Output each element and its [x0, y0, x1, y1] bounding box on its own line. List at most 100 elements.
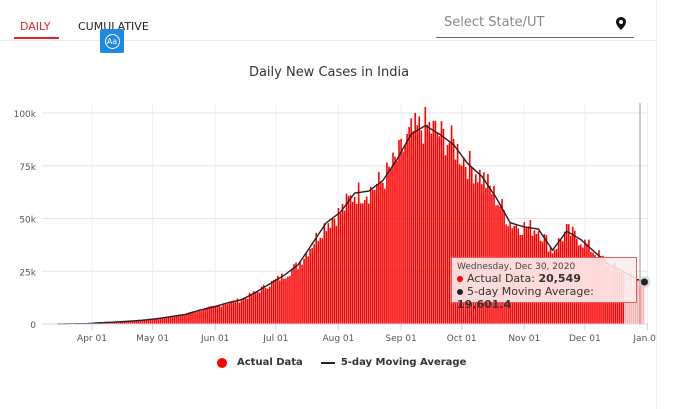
- bar: [414, 112, 416, 324]
- bar: [450, 125, 453, 324]
- bar: [220, 306, 223, 324]
- bar: [163, 317, 166, 324]
- bar: [376, 183, 378, 324]
- bar: [200, 310, 202, 324]
- bar: [246, 298, 249, 324]
- text-lookup-icon[interactable]: Aa: [100, 29, 124, 53]
- legend-ma-label: 5-day Moving Average: [340, 357, 467, 368]
- bar: [315, 232, 318, 324]
- bar: [248, 292, 251, 324]
- bar: [198, 309, 200, 324]
- bar: [111, 322, 113, 324]
- bar: [135, 320, 138, 324]
- bar: [400, 138, 402, 324]
- state-select[interactable]: Select State/UT: [436, 12, 634, 38]
- bar: [468, 150, 471, 324]
- bar: [349, 195, 352, 324]
- bar: [303, 258, 305, 324]
- bar: [238, 302, 241, 324]
- bar: [335, 225, 338, 324]
- bar: [388, 166, 390, 324]
- bar: [442, 128, 445, 324]
- bar: [390, 168, 392, 324]
- bar: [268, 286, 271, 324]
- bar: [374, 189, 376, 324]
- bar: [361, 203, 364, 324]
- bar: [137, 320, 140, 324]
- bar: [636, 279, 639, 324]
- y-tick-label: 50k: [19, 216, 36, 226]
- bar: [307, 256, 309, 324]
- bar: [279, 280, 281, 324]
- legend-ma[interactable]: 5-day Moving Average: [320, 357, 467, 368]
- bar: [365, 196, 368, 324]
- bar: [412, 131, 414, 324]
- bar: [143, 319, 146, 324]
- bar: [347, 195, 350, 324]
- bar: [329, 227, 332, 324]
- tab-daily[interactable]: DAILY: [20, 20, 51, 33]
- bar: [176, 315, 178, 324]
- bar: [242, 298, 245, 324]
- bar: [228, 302, 231, 324]
- bar: [438, 136, 441, 324]
- bar: [266, 288, 269, 324]
- bar: [234, 302, 237, 324]
- legend-actual[interactable]: Actual Data: [217, 357, 303, 368]
- x-tick-label: Jan 01: [632, 334, 656, 344]
- bar: [485, 187, 487, 324]
- bar: [165, 317, 168, 324]
- bar: [244, 297, 247, 324]
- chart-legend: Actual Data 5-day Moving Average: [217, 357, 466, 368]
- bar: [477, 182, 479, 324]
- bar: [430, 133, 433, 324]
- bar: [109, 322, 111, 324]
- bar: [416, 125, 419, 324]
- bar: [127, 321, 130, 324]
- bar: [283, 278, 285, 324]
- bar: [479, 169, 481, 324]
- x-tick-label: Jul 01: [262, 334, 288, 344]
- bar: [119, 321, 122, 324]
- bar: [470, 166, 473, 324]
- bar: [123, 321, 126, 324]
- bar: [262, 284, 265, 324]
- x-tick-label: Aug 01: [322, 334, 354, 344]
- bar: [398, 140, 400, 324]
- bar: [224, 304, 227, 324]
- view-tabs: DAILY CUMULATIVE: [0, 0, 656, 41]
- bar: [432, 120, 435, 324]
- tooltip: Wednesday, Dec 30, 2020 Actual Data: 20,…: [451, 257, 637, 311]
- bar: [452, 138, 455, 324]
- bar: [188, 312, 190, 324]
- bar: [434, 120, 437, 324]
- bar: [153, 318, 156, 324]
- tab-cumulative[interactable]: CUMULATIVE: [78, 20, 149, 33]
- bar: [446, 144, 449, 324]
- bar: [363, 199, 366, 324]
- bar: [285, 278, 287, 324]
- bar: [640, 281, 643, 324]
- bar: [157, 318, 160, 324]
- bar: [297, 269, 299, 324]
- bar: [454, 159, 457, 324]
- bar: [291, 269, 293, 324]
- bar: [254, 291, 257, 324]
- tooltip-actual-label: Actual Data:: [467, 272, 539, 285]
- bar: [311, 248, 313, 324]
- bar: [281, 273, 283, 324]
- tooltip-ma-label: 5-day Moving Average:: [467, 285, 594, 298]
- bar: [141, 320, 144, 324]
- bar: [216, 305, 219, 324]
- y-tick-label: 0: [30, 321, 36, 331]
- bar: [355, 203, 358, 324]
- bar: [155, 318, 158, 324]
- bar: [638, 279, 641, 324]
- bar: [317, 241, 320, 324]
- bar: [489, 185, 491, 324]
- bar: [250, 294, 253, 324]
- bar: [426, 124, 429, 325]
- bar: [493, 185, 495, 324]
- bar: [105, 322, 107, 324]
- x-tick-label: Jun 01: [200, 334, 229, 344]
